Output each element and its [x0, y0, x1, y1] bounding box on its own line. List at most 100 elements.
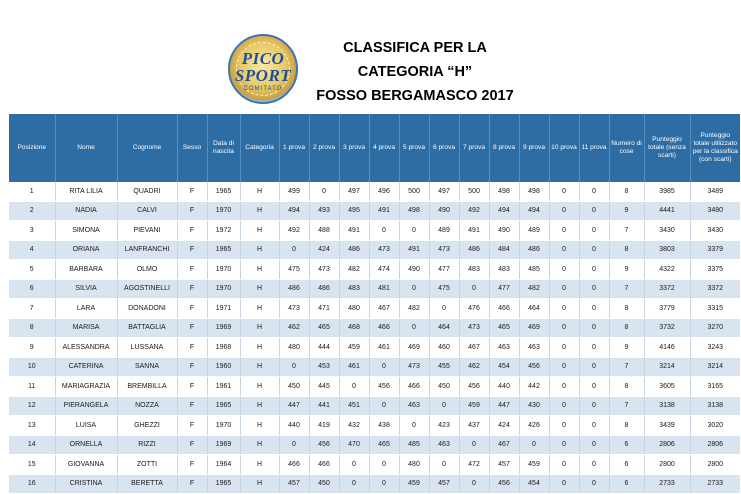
cell-round-6: 473 — [428, 240, 459, 260]
cell-round-8: 467 — [488, 435, 519, 455]
cell-round-4: 0 — [368, 474, 399, 494]
cell-sex: F — [176, 435, 207, 455]
column-header-round-10: 10 prova — [548, 114, 579, 182]
table-row: 7 LARA DONADONI F 1971 H 473 471 480 467 482 0 476 46… — [9, 298, 740, 319]
cell-total-final: 3020 — [689, 415, 740, 436]
logo-ring — [236, 42, 290, 96]
cell-sex: F — [176, 396, 207, 416]
cell-last-name: SANNA — [116, 357, 177, 377]
cell-round-7: 459 — [458, 396, 489, 416]
cell-round-7: 0 — [458, 279, 489, 299]
cell-rounds-count: 9 — [608, 259, 644, 280]
column-header-round-6: 6 prova — [428, 114, 459, 182]
table-row: 8 MARISA BATTAGLIA F 1969 H 462 465 468 466 0 464 47… — [9, 318, 740, 338]
cell-rounds-count: 8 — [608, 318, 644, 338]
column-header-round-9: 9 prova — [518, 114, 549, 182]
cell-round-7: 456 — [458, 376, 489, 397]
cell-round-5: 473 — [398, 357, 429, 377]
cell-first-name: NADIA — [54, 201, 117, 221]
cell-category: H — [239, 396, 279, 416]
cell-round-1: 0 — [278, 240, 309, 260]
cell-total-raw: 3732 — [643, 318, 690, 338]
cell-category: H — [239, 182, 279, 202]
table-row: 15 GIOVANNA ZOTTI F 1964 H 466 466 0 0 480 0 472 457 4… — [9, 454, 740, 475]
cell-round-3: 451 — [338, 396, 369, 416]
cell-round-6: 0 — [428, 396, 459, 416]
table-row: 2 NADIA CALVI F 1970 H 494 493 495 491 498 490 492 49… — [9, 201, 740, 221]
column-header-round-2: 2 prova — [308, 114, 339, 182]
cell-first-name: ORNELLA — [54, 435, 117, 455]
cell-round-5: 0 — [398, 318, 429, 338]
cell-position: 1 — [9, 182, 55, 202]
cell-round-10: 0 — [548, 474, 579, 494]
cell-round-6: 477 — [428, 259, 459, 280]
cell-total-final: 3214 — [689, 357, 740, 377]
cell-category: H — [239, 474, 279, 494]
cell-round-3: 459 — [338, 337, 369, 358]
cell-position: 3 — [9, 220, 55, 241]
cell-round-8: 466 — [488, 298, 519, 319]
cell-sex: F — [176, 474, 207, 494]
cell-round-11: 0 — [578, 454, 609, 475]
cell-last-name: AGOSTINELLI — [116, 279, 177, 299]
cell-round-2: 444 — [308, 337, 339, 358]
cell-last-name: DONADONI — [116, 298, 177, 319]
cell-position: 14 — [9, 435, 55, 455]
cell-last-name: LUSSANA — [116, 337, 177, 358]
cell-round-9: 456 — [518, 357, 549, 377]
cell-round-3: 470 — [338, 435, 369, 455]
column-header-round-7: 7 prova — [458, 114, 489, 182]
cell-birth-year: 1968 — [206, 337, 240, 358]
cell-round-11: 0 — [578, 220, 609, 241]
cell-round-1: 0 — [278, 435, 309, 455]
cell-total-raw: 4146 — [643, 337, 690, 358]
column-header-birth-year: Data di nascita — [206, 114, 240, 182]
cell-round-11: 0 — [578, 396, 609, 416]
cell-round-11: 0 — [578, 201, 609, 221]
cell-last-name: OLMO — [116, 259, 177, 280]
cell-round-10: 0 — [548, 220, 579, 241]
cell-position: 12 — [9, 396, 55, 416]
cell-position: 6 — [9, 279, 55, 299]
cell-last-name: PIEVANI — [116, 220, 177, 241]
cell-position: 4 — [9, 240, 55, 260]
cell-sex: F — [176, 454, 207, 475]
cell-total-final: 3489 — [689, 182, 740, 202]
cell-round-1: 499 — [278, 182, 309, 202]
cell-sex: F — [176, 318, 207, 338]
cell-total-raw: 3803 — [643, 240, 690, 260]
page-title: CLASSIFICA PER LA CATEGORIA “H” FOSSO BE… — [290, 36, 540, 108]
cell-round-1: 447 — [278, 396, 309, 416]
column-header-sex: Sesso — [176, 114, 207, 182]
cell-round-9: 469 — [518, 318, 549, 338]
cell-total-raw: 3439 — [643, 415, 690, 436]
cell-total-final: 2806 — [689, 435, 740, 455]
cell-birth-year: 1969 — [206, 435, 240, 455]
cell-round-11: 0 — [578, 435, 609, 455]
cell-rounds-count: 9 — [608, 201, 644, 221]
cell-last-name: RIZZI — [116, 435, 177, 455]
cell-round-2: 456 — [308, 435, 339, 455]
cell-last-name: QUADRI — [116, 182, 177, 202]
cell-rounds-count: 7 — [608, 220, 644, 241]
cell-round-4: 438 — [368, 415, 399, 436]
cell-total-final: 3480 — [689, 201, 740, 221]
cell-round-11: 0 — [578, 279, 609, 299]
cell-round-7: 472 — [458, 454, 489, 475]
cell-round-7: 467 — [458, 337, 489, 358]
cell-round-8: 454 — [488, 357, 519, 377]
cell-total-raw: 3779 — [643, 298, 690, 319]
cell-rounds-count: 6 — [608, 474, 644, 494]
cell-round-2: 445 — [308, 376, 339, 397]
cell-total-raw: 2800 — [643, 454, 690, 475]
cell-birth-year: 1969 — [206, 318, 240, 338]
cell-round-4: 461 — [368, 337, 399, 358]
cell-round-11: 0 — [578, 240, 609, 260]
cell-first-name: ORIANA — [54, 240, 117, 260]
cell-rounds-count: 8 — [608, 298, 644, 319]
table-row: 14 ORNELLA RIZZI F 1969 H 0 456 470 465 485 463 0 467… — [9, 435, 740, 455]
cell-first-name: SILVIA — [54, 279, 117, 299]
pico-sport-logo: PICO SPORT COMITATO — [228, 34, 298, 104]
cell-round-9: 486 — [518, 240, 549, 260]
cell-rounds-count: 8 — [608, 376, 644, 397]
